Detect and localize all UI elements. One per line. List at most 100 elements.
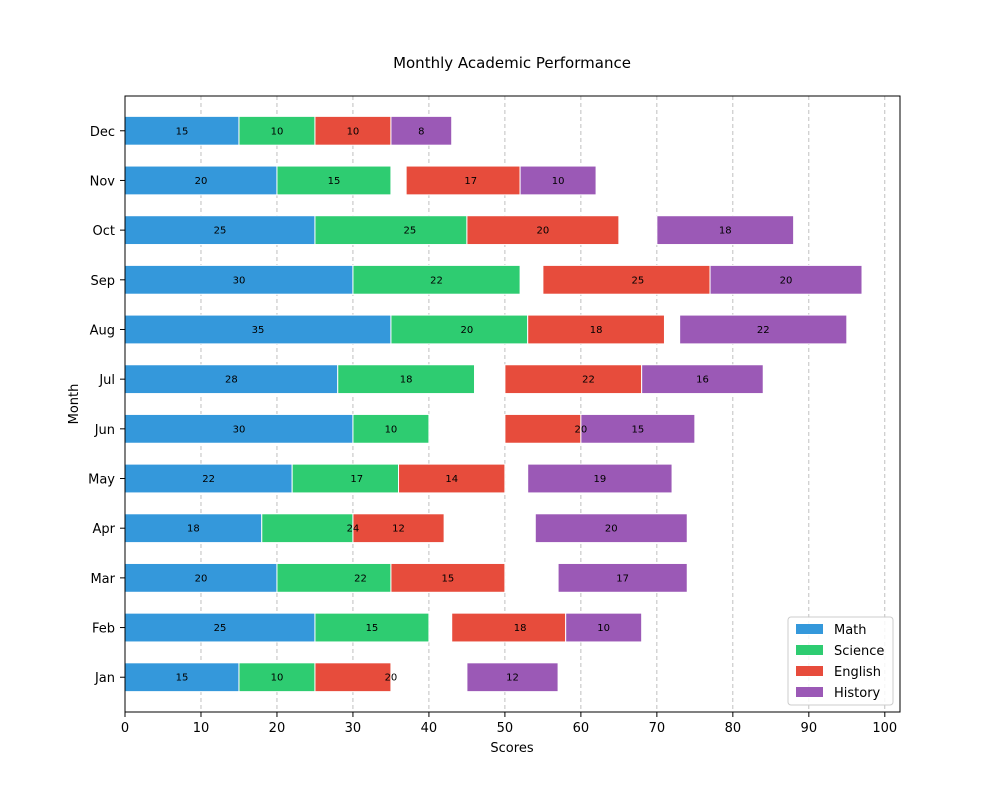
bar-science-feb [314,612,430,643]
bar-label-english-dec: 10 [347,126,360,137]
bar-history-jun [580,413,696,444]
bar-science-nov [276,165,392,196]
bar-label-math-apr: 18 [187,524,200,535]
bar-math-feb [124,612,316,643]
y-tick-label: Aug [90,323,115,338]
bar-history-sep [709,264,863,295]
bar-label-history-mar: 17 [616,573,629,584]
bar-english-sep [542,264,711,295]
bar-label-english-mar: 15 [442,573,455,584]
y-tick-label: Sep [90,274,115,289]
bar-label-science-may: 17 [350,474,363,485]
bar-label-science-nov: 15 [328,176,341,187]
bar-label-science-jul: 18 [400,375,413,386]
bar-english-jan [314,662,392,693]
bar-english-jun [504,413,582,444]
bar-label-english-nov: 17 [464,176,477,187]
bar-label-english-jul: 22 [582,375,595,386]
bars: 15 25 20 18 22 30 28 35 30 25 20 15 10 15 22 24 17 10 18 20… [124,115,863,693]
bar-label-english-aug: 18 [590,325,603,336]
bar-label-history-jun: 15 [632,424,645,435]
bar-history-oct [656,215,795,246]
bar-science-jun [352,413,430,444]
x-tick-label: 30 [345,721,362,736]
y-tick-label: May [88,473,115,488]
x-tick-label: 0 [121,721,129,736]
bar-history-may [527,463,673,494]
bar-label-english-apr: 12 [392,524,405,535]
y-tick-label: Jun [94,423,115,438]
x-tick-label: 90 [801,721,818,736]
bar-english-dec [314,115,392,146]
bar-label-science-mar: 22 [354,573,367,584]
bar-science-jul [337,364,476,395]
bar-label-math-sep: 30 [233,275,246,286]
y-tick-label: Jul [98,373,115,388]
legend-swatch-science [796,645,823,655]
bar-english-feb [451,612,567,643]
bar-label-science-aug: 20 [461,325,474,336]
legend-label-math: Math [834,623,867,638]
bar-english-nov [405,165,521,196]
y-tick-label: Dec [90,125,115,140]
bar-label-english-jan: 20 [385,673,398,684]
legend: Math Science English History [787,616,894,706]
x-tick-label: 70 [649,721,666,736]
legend-swatch-english [796,666,823,676]
y-tick-label: Mar [90,572,115,587]
x-tick-label: 40 [421,721,438,736]
bar-label-english-jun: 20 [575,424,588,435]
bar-label-math-jul: 28 [225,375,238,386]
bar-history-mar [557,562,688,593]
bar-english-apr [352,513,445,544]
chart-title: Monthly Academic Performance [393,54,631,72]
x-tick-label: 100 [872,721,897,736]
bar-history-apr [534,513,688,544]
bar-label-history-feb: 10 [597,623,610,634]
bar-label-science-feb: 15 [366,623,379,634]
grid-lines [200,96,886,712]
bar-science-apr [261,513,354,544]
bar-label-english-feb: 18 [514,623,527,634]
bar-label-science-jan: 10 [271,673,284,684]
legend-swatch-history [796,687,823,697]
legend-label-science: Science [834,644,884,659]
bar-label-science-oct: 25 [404,226,417,237]
bar-math-mar [124,562,278,593]
bar-english-aug [527,314,665,345]
x-axis-label: Scores [490,741,533,756]
bar-math-aug [124,314,392,345]
bar-science-aug [390,314,529,345]
bar-label-english-oct: 20 [537,226,550,237]
y-tick-label: Oct [93,224,115,239]
bar-math-jul [124,364,339,395]
bar-science-may [291,463,400,494]
bar-label-history-may: 19 [594,474,607,485]
bar-math-jun [124,413,354,444]
bar-label-history-jul: 16 [696,375,709,386]
bar-label-history-sep: 20 [780,275,793,286]
bar-english-oct [466,215,620,246]
y-tick-label: Nov [90,174,116,189]
y-axis-label: Month [67,384,82,425]
bar-label-history-jan: 12 [506,673,519,684]
bar-label-math-oct: 25 [214,226,227,237]
bar-english-jul [504,364,643,395]
x-tick-label: 50 [497,721,514,736]
bar-label-math-dec: 15 [176,126,189,137]
bar-english-mar [390,562,506,593]
bar-label-english-may: 14 [445,474,458,485]
bar-label-math-feb: 25 [214,623,227,634]
plot-frame [124,95,901,713]
bar-label-math-may: 22 [202,474,215,485]
axes: 0 10 20 30 40 50 60 70 80 90 100 Jan Feb Mar Apr May Jun… [88,125,897,736]
bar-label-math-jun: 30 [233,424,246,435]
bar-english-may [398,463,506,494]
legend-box [787,616,894,706]
bar-science-sep [352,264,521,295]
y-tick-label: Feb [92,622,115,637]
y-tick-label: Apr [93,522,116,537]
bar-label-history-oct: 18 [719,226,732,237]
bar-science-mar [276,562,392,593]
